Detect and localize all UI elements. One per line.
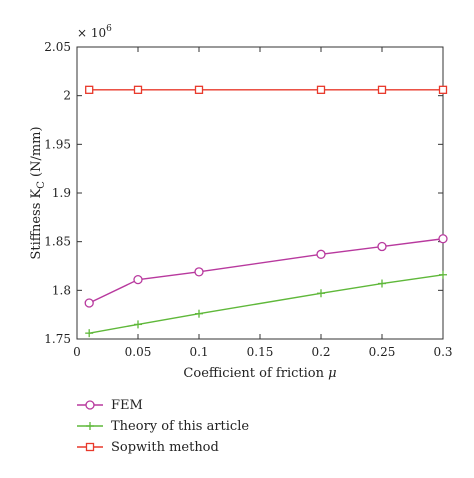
legend-item-sopwith-method: Sopwith method [77, 440, 219, 455]
series-sopwith-method [85, 85, 448, 94]
series-layer [84, 85, 448, 338]
legend-marker-sopwith-method [85, 442, 95, 452]
data-point-theory-of-this-article [439, 270, 447, 279]
data-point-sopwith-method [438, 85, 448, 94]
data-point-theory-of-this-article [378, 279, 386, 288]
legend-marker-theory-of-this-article [86, 422, 94, 430]
x-tick-label: 0.05 [125, 345, 152, 359]
x-tick-label: 0.2 [311, 345, 330, 359]
y-multiplier: × 106 [77, 24, 112, 40]
data-point-sopwith-method [194, 85, 204, 94]
data-point-fem [316, 249, 326, 259]
x-tick-label: 0.15 [247, 345, 274, 359]
data-point-fem [133, 274, 143, 285]
series-line-fem [88, 238, 444, 304]
y-tick-label: 1.8 [52, 283, 71, 297]
legend-item-fem: FEM [77, 398, 143, 413]
legend-marker-fem [85, 400, 95, 410]
data-point-sopwith-method [377, 85, 387, 94]
series-fem [84, 234, 448, 308]
data-point-sopwith-method [85, 85, 94, 94]
plot-frame [76, 46, 444, 340]
y-tick-label: 1.75 [44, 332, 71, 346]
series-line-theory-of-this-article [89, 274, 444, 334]
legend-label-theory-of-this-article: Theory of this article [111, 419, 249, 434]
legend-label-fem: FEM [111, 398, 143, 413]
y-tick-label: 1.95 [44, 137, 71, 151]
y-tick-label: 2.05 [44, 40, 71, 54]
data-point-fem [377, 241, 387, 252]
data-point-sopwith-method [316, 85, 326, 94]
x-tick-label: 0.25 [369, 345, 396, 359]
data-point-theory-of-this-article [195, 309, 203, 318]
x-axis-label: Coefficient of friction μ [183, 366, 336, 381]
data-point-theory-of-this-article [85, 329, 94, 338]
data-point-fem [84, 298, 94, 308]
x-tick-label: 0 [73, 345, 81, 359]
y-tick-label: 2 [63, 89, 71, 103]
y-axis-label: Stiffness KC (N/mm) [29, 126, 47, 259]
x-tick-label: 0.3 [433, 345, 452, 359]
y-tick-label: 1.85 [44, 235, 71, 249]
data-point-fem [438, 234, 448, 244]
data-point-theory-of-this-article [134, 320, 142, 329]
x-tick-label: 0.1 [189, 345, 208, 359]
data-point-sopwith-method [133, 85, 143, 94]
legend-label-sopwith-method: Sopwith method [111, 440, 219, 455]
series-theory-of-this-article [85, 270, 447, 338]
data-point-theory-of-this-article [317, 289, 325, 298]
legend-item-theory-of-this-article: Theory of this article [77, 419, 249, 434]
data-point-fem [194, 267, 204, 277]
y-tick-label: 1.9 [52, 186, 71, 200]
legend: FEM Theory of this article Sopwith method [77, 398, 249, 455]
axis-ticks: 0 0.05 0.1 0.15 0.2 0.25 0.3 1.75 1.8 1.85 1.9 1.95… [44, 40, 452, 359]
